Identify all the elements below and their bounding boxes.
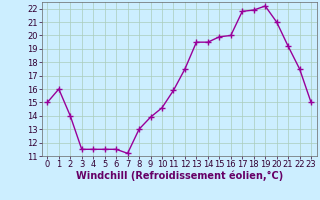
X-axis label: Windchill (Refroidissement éolien,°C): Windchill (Refroidissement éolien,°C) [76, 171, 283, 181]
